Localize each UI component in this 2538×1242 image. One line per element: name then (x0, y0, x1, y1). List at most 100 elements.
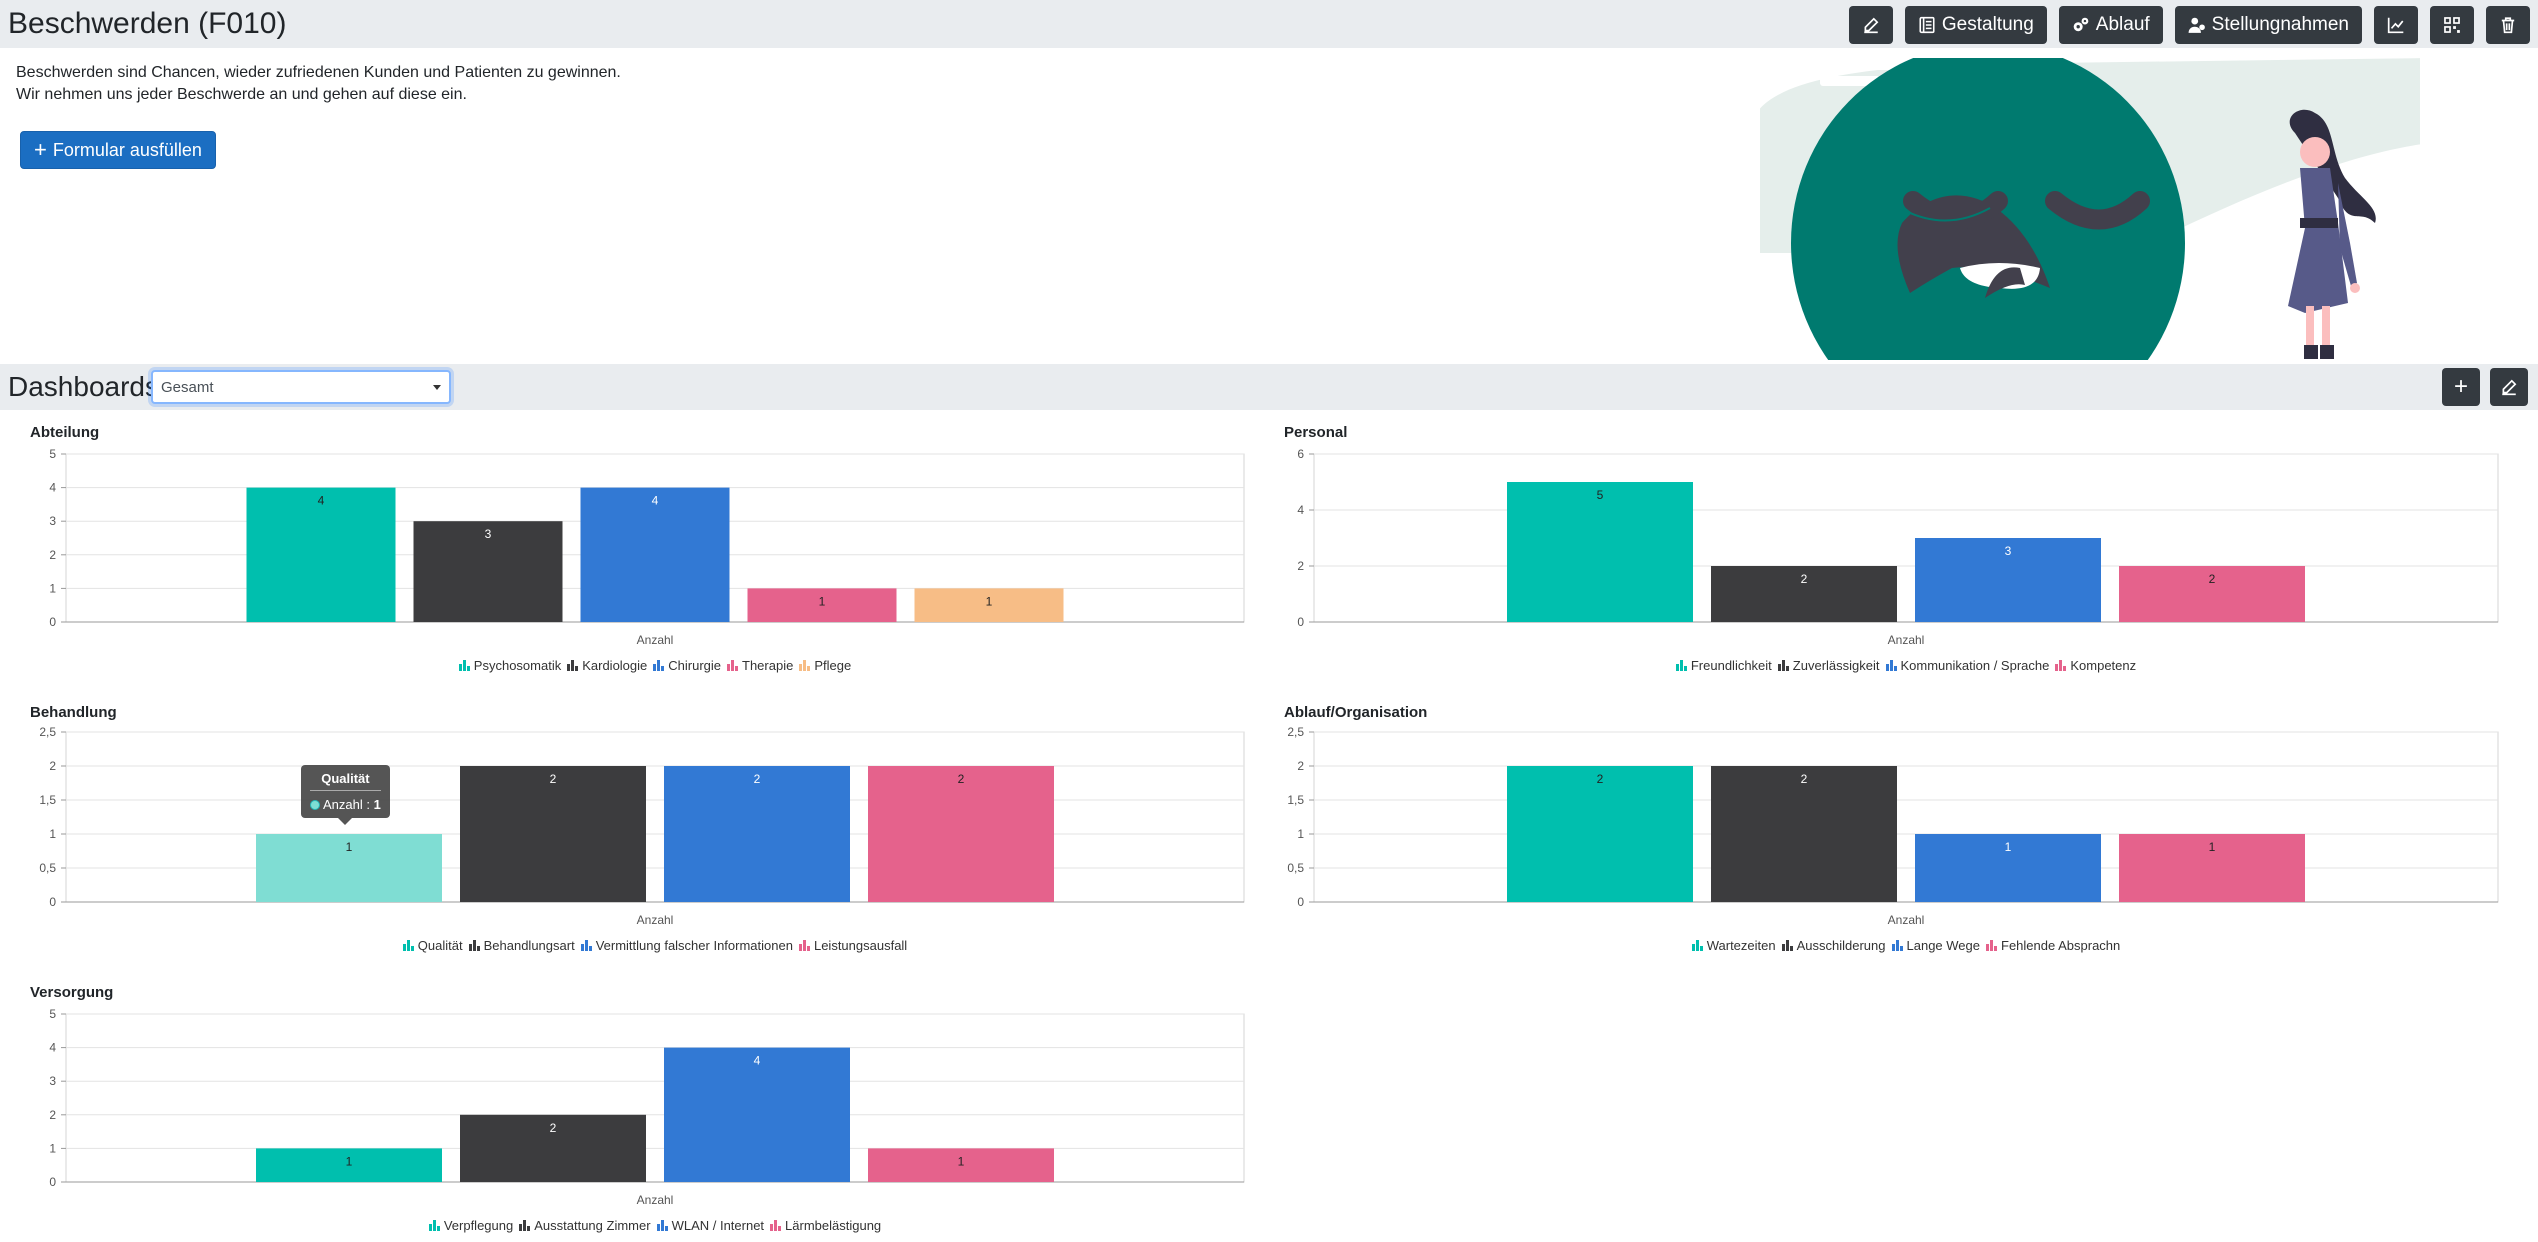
tooltip-value: 1 (373, 797, 381, 812)
ablauf-button[interactable]: Ablauf (2058, 6, 2163, 44)
y-tick-label: 1,5 (39, 793, 56, 807)
y-tick-label: 2 (1297, 759, 1304, 773)
legend-item[interactable]: Ausschilderung (1781, 938, 1886, 953)
x-axis-label: Anzahl (1888, 913, 1925, 927)
legend-item[interactable]: Verpflegung (428, 1218, 513, 1233)
legend-label: Behandlungsart (483, 938, 575, 953)
bar[interactable] (1507, 482, 1693, 622)
bar[interactable] (1915, 538, 2101, 622)
bar[interactable] (413, 521, 563, 622)
stellungnahmen-button[interactable]: Stellungnahmen (2174, 6, 2362, 44)
y-tick-label: 0,5 (1287, 861, 1304, 875)
legend-item[interactable]: Fehlende Absprachn (1986, 938, 2120, 953)
legend-item[interactable]: Kommunikation / Sprache (1885, 658, 2049, 673)
legend-item[interactable]: WLAN / Internet (656, 1218, 764, 1233)
legend-item[interactable]: Ausstattung Zimmer (519, 1218, 651, 1233)
stellungnahmen-label: Stellungnahmen (2211, 14, 2349, 35)
legend-item[interactable]: Leistungsausfall (798, 938, 907, 953)
chart-title: Behandlung (30, 704, 117, 721)
bar-chart-icon (458, 660, 470, 671)
bar-value-label: 2 (958, 772, 965, 786)
bar[interactable] (1711, 766, 1897, 902)
trash-icon (2501, 17, 2515, 34)
chart-title: Personal (1284, 424, 1348, 441)
bar[interactable] (2119, 566, 2305, 622)
legend-item[interactable]: Vermittlung falscher Informationen (580, 938, 793, 953)
y-tick-label: 0 (49, 1175, 56, 1189)
statistics-button[interactable] (2374, 6, 2418, 44)
chart-abteilung: Abteilung 0 1 2 3 4 5 4 3 4 1 1 Anzahl Psychosomatik K… (30, 424, 1250, 674)
bar-chart-icon (468, 940, 480, 951)
legend-item[interactable]: Chirurgie (653, 658, 721, 673)
line-chart-icon (2387, 17, 2404, 34)
sad-face-illustration (1760, 58, 2420, 360)
bar-value-label: 1 (2209, 840, 2216, 854)
legend-item[interactable]: Lange Wege (1891, 938, 1981, 953)
legend-item[interactable]: Psychosomatik (458, 658, 561, 673)
fill-form-label: Formular ausfüllen (52, 139, 202, 160)
bar[interactable] (747, 588, 897, 622)
page-title: Beschwerden (F010) (8, 7, 287, 40)
legend-item[interactable]: Lärmbelästigung (770, 1218, 881, 1233)
legend-label: Lärmbelästigung (785, 1218, 882, 1233)
legend-label: Lange Wege (1906, 938, 1981, 953)
tooltip-series: Anzahl (323, 797, 363, 812)
bar-value-label: 1 (958, 1154, 965, 1168)
chart-legend: Freundlichkeit Zuverlässigkeit Kommunikati… (1314, 658, 2498, 674)
bar[interactable] (664, 766, 850, 902)
legend-item[interactable]: Kompetenz (2055, 658, 2136, 673)
bar[interactable] (460, 1114, 646, 1182)
qr-code-button[interactable] (2430, 6, 2474, 44)
bar[interactable] (580, 487, 730, 622)
legend-item[interactable]: Kardiologie (567, 658, 647, 673)
legend-label: Kompetenz (2070, 658, 2137, 673)
bar[interactable] (1507, 766, 1693, 902)
bar-chart-icon (428, 1220, 440, 1231)
intro-line-2: Wir nehmen uns jeder Beschwerde an und g… (16, 86, 467, 103)
legend-item[interactable]: Wartezeiten (1691, 938, 1776, 953)
legend-label: Ausstattung Zimmer (534, 1218, 651, 1233)
gestaltung-button[interactable]: Gestaltung (1904, 6, 2047, 44)
bar[interactable] (256, 1148, 442, 1182)
edit-button[interactable] (1848, 6, 1893, 44)
bar[interactable] (2119, 834, 2305, 902)
bar-value-label: 1 (819, 594, 826, 608)
legend-item[interactable]: Therapie (727, 658, 793, 673)
y-tick-label: 2 (49, 759, 56, 773)
legend-item[interactable]: Zuverlässigkeit (1777, 658, 1880, 673)
legend-label: Qualität (417, 938, 463, 953)
edit-icon (1864, 17, 1879, 34)
y-tick-label: 4 (49, 1041, 56, 1055)
bar[interactable] (246, 487, 396, 622)
bar[interactable] (664, 1047, 850, 1182)
y-tick-label: 3 (49, 1074, 56, 1088)
legend-item[interactable]: Qualität (402, 938, 463, 953)
chart-svg: 0 2 4 6 5 2 3 2 Anzahl (1297, 447, 2499, 647)
legend-item[interactable]: Pflege (799, 658, 851, 673)
legend-label: Ausschilderung (1796, 938, 1886, 953)
chart-title: Ablauf/Organisation (1284, 704, 1428, 721)
bar-value-label: 2 (754, 772, 761, 786)
bar-value-label: 1 (2005, 840, 2012, 854)
edit-dashboard-button[interactable] (2490, 368, 2528, 406)
y-tick-label: 2 (49, 548, 56, 562)
user-gear-icon (2188, 17, 2205, 33)
add-dashboard-button[interactable]: + (2442, 368, 2480, 406)
bar[interactable] (868, 1148, 1054, 1182)
bar[interactable] (868, 766, 1054, 902)
bar[interactable] (1711, 566, 1897, 622)
series-dot-icon (310, 800, 320, 810)
toolbar: Gestaltung Ablauf Stellungnahmen (1848, 6, 2530, 44)
y-tick-label: 2,5 (1287, 725, 1304, 739)
bar-chart-icon (656, 1220, 668, 1231)
bar[interactable] (914, 588, 1064, 622)
bar[interactable] (256, 834, 442, 902)
legend-item[interactable]: Freundlichkeit (1675, 658, 1772, 673)
bar[interactable] (1915, 834, 2101, 902)
bar[interactable] (460, 766, 646, 902)
caret-down-icon (433, 385, 441, 390)
delete-button[interactable] (2486, 6, 2530, 44)
legend-item[interactable]: Behandlungsart (468, 938, 575, 953)
fill-form-button[interactable]: + Formular ausfüllen (20, 131, 216, 169)
dashboard-select[interactable]: Gesamt (151, 370, 451, 404)
